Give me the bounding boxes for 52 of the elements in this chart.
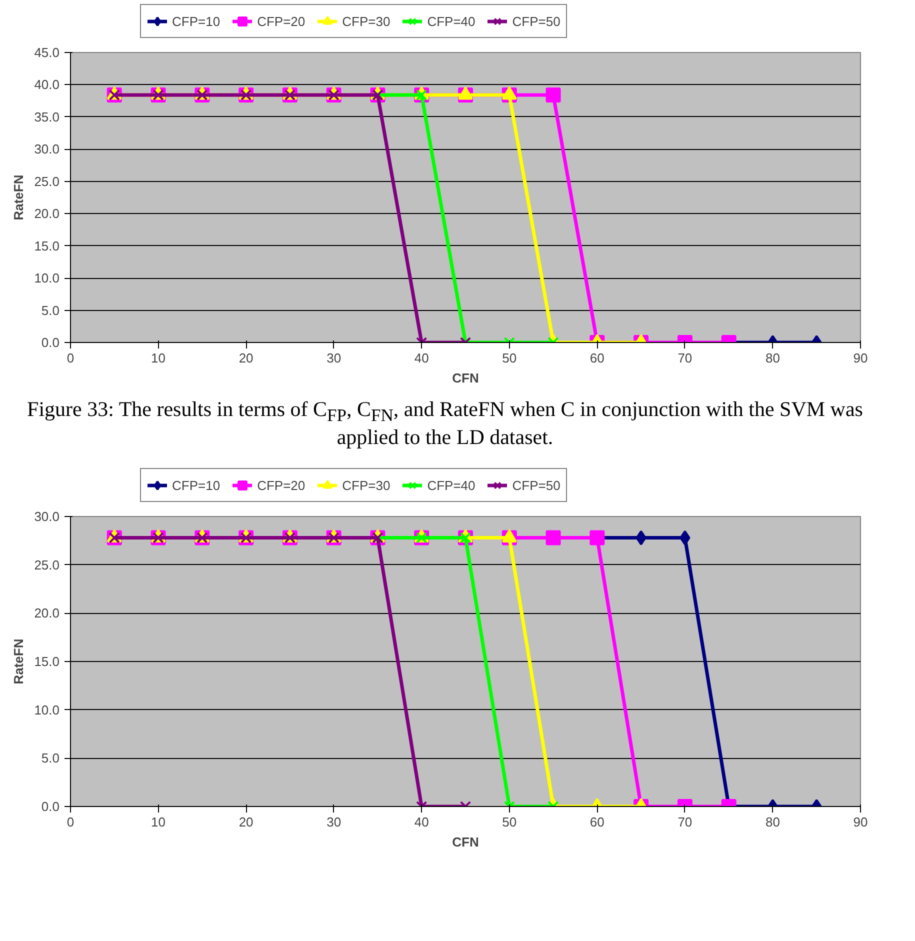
y-tick-label: 5.0 (41, 750, 60, 766)
x-tick-label: 50 (502, 350, 517, 366)
x-tick-label: 20 (238, 350, 254, 366)
y-tick-label: 25.0 (34, 174, 60, 189)
legend-label: CFP=20 (257, 478, 306, 492)
x-tick-label: 0 (66, 814, 74, 830)
legend-label: CFP=30 (342, 14, 390, 28)
x-tick-label: 70 (678, 350, 692, 366)
y-tick-label: 5.0 (41, 302, 60, 318)
y-tick-label: 0.0 (41, 799, 60, 814)
y-tick-label: 15.0 (34, 238, 60, 254)
legend-label: CFP=10 (172, 478, 220, 492)
x-tick-label: 30 (326, 350, 342, 366)
y-tick-label: 45.0 (34, 45, 60, 60)
legend-label: CFP=50 (512, 478, 560, 492)
x-tick-label: 20 (238, 814, 254, 830)
x-tick-label: 0 (66, 350, 74, 366)
y-tick-label: 25.0 (34, 557, 60, 572)
y-tick-label: 35.0 (34, 109, 60, 124)
y-tick-label: 30.0 (34, 509, 60, 524)
x-tick-label: 90 (853, 814, 868, 830)
x-tick-label: 40 (414, 350, 429, 366)
y-axis-title: RateFN (11, 174, 26, 220)
x-tick-label: 80 (765, 350, 780, 366)
x-axis-title: CFN (452, 370, 479, 386)
y-tick-label: 10.0 (34, 702, 60, 718)
caption: Figure 33: The results in terms of C$_{FP}$, C$_{FN}$, and RateFN when C in conjunction with the SVM was applied to the LD dataset. (26, 397, 864, 450)
y-tick-label: 20.0 (34, 206, 60, 222)
x-axis-title: CFN (452, 834, 479, 850)
x-tick-label: 10 (151, 350, 166, 366)
y-tick-label: 30.0 (34, 142, 60, 157)
y-tick-label: 0.0 (41, 335, 60, 350)
legend-label: CFP=30 (342, 478, 390, 492)
legend-label: CFP=40 (427, 14, 476, 28)
legend-label: CFP=20 (257, 14, 306, 28)
x-tick-label: 30 (326, 814, 342, 830)
y-tick-label: 10.0 (34, 270, 60, 286)
y-tick-label: 15.0 (34, 654, 60, 669)
y-tick-label: 40.0 (34, 77, 60, 92)
x-tick-label: 60 (590, 814, 604, 830)
y-axis-title: RateFN (11, 638, 26, 684)
x-tick-label: 60 (590, 350, 604, 366)
y-tick-label: 20.0 (34, 606, 60, 621)
legend-label: CFP=50 (512, 14, 560, 28)
x-tick-label: 70 (678, 814, 692, 830)
legend-label: CFP=40 (427, 478, 476, 492)
legend-label: CFP=10 (172, 14, 220, 28)
x-tick-label: 90 (853, 350, 868, 366)
x-tick-label: 80 (765, 814, 780, 830)
x-tick-label: 40 (414, 814, 429, 830)
x-tick-label: 50 (502, 814, 517, 830)
x-tick-label: 10 (151, 814, 166, 830)
